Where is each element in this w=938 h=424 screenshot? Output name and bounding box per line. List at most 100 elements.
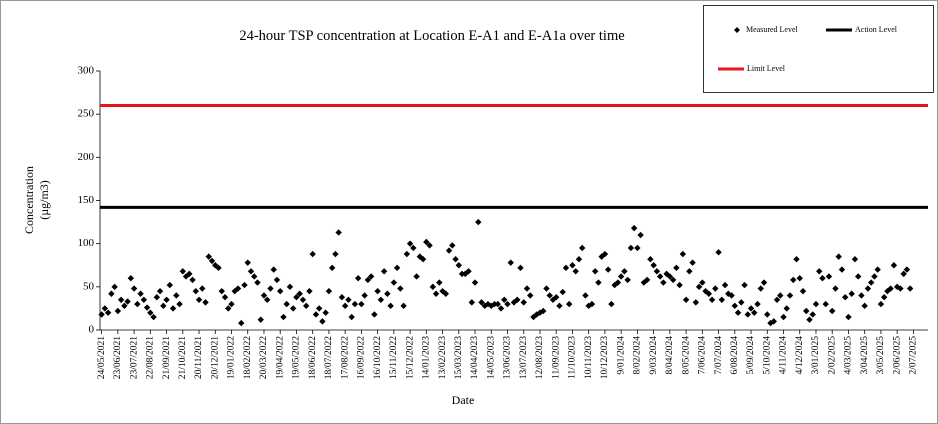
data-point [143, 304, 151, 311]
data-point [348, 313, 355, 321]
x-tick-label: 3/01/2025 [811, 336, 821, 375]
data-point [890, 262, 898, 269]
x-tick-label: 16/10/2022 [373, 336, 383, 380]
data-point [848, 290, 855, 297]
data-point [319, 318, 326, 325]
data-point [877, 300, 885, 308]
data-point [906, 285, 914, 292]
data-point [559, 288, 566, 296]
x-tick-label: 6/08/2024 [730, 336, 740, 375]
data-point [371, 311, 378, 318]
data-point [296, 290, 303, 297]
x-tick-label: 5/09/2024 [746, 336, 756, 375]
data-point [796, 275, 803, 282]
x-tick-label: 12/08/2023 [535, 336, 545, 380]
data-point [806, 316, 813, 323]
data-point [124, 298, 131, 305]
data-point [202, 299, 209, 306]
data-point [130, 285, 138, 292]
data-point [225, 305, 232, 312]
data-point [475, 218, 482, 226]
data-point [315, 305, 323, 312]
data-point [290, 305, 297, 312]
data-point [679, 250, 687, 258]
x-tick-label: 8/02/2024 [633, 336, 643, 375]
x-tick-label: 19/04/2022 [275, 336, 285, 380]
data-point [501, 296, 508, 303]
data-point [812, 300, 820, 308]
data-point [436, 279, 443, 286]
data-point [777, 292, 784, 299]
data-point [903, 266, 911, 273]
y-tick-label: 200 [78, 151, 95, 163]
data-point [186, 270, 193, 278]
x-tick-label: 13/06/2023 [503, 336, 513, 380]
data-point [234, 285, 242, 292]
data-point [458, 270, 466, 278]
x-tick-label: 21/10/2021 [178, 336, 188, 380]
data-point [699, 279, 706, 286]
x-tick-label: 4/03/2025 [844, 336, 854, 375]
data-point [530, 313, 537, 321]
x-tick-label: 18/07/2022 [324, 336, 334, 380]
data-point [624, 276, 631, 284]
data-point [783, 305, 790, 312]
x-tick-label: 14/01/2023 [422, 336, 432, 380]
data-point [306, 287, 313, 295]
data-point [676, 281, 683, 289]
data-point [637, 231, 644, 239]
data-point [449, 242, 456, 249]
data-point [764, 311, 771, 318]
data-point [218, 287, 225, 295]
x-tick-label: 9/01/2024 [616, 336, 626, 375]
y-tick-label: 50 [83, 280, 95, 292]
data-point [176, 300, 183, 308]
data-point [728, 292, 735, 299]
data-point [302, 302, 310, 310]
data-point [410, 244, 417, 252]
x-tick-label: 8/04/2024 [665, 336, 675, 375]
data-point [332, 250, 339, 258]
data-point [617, 273, 625, 280]
data-point [864, 285, 872, 292]
data-point [494, 300, 501, 308]
data-point [540, 307, 547, 315]
data-point [445, 247, 453, 254]
data-point [432, 290, 440, 297]
data-point [572, 268, 579, 275]
data-point [854, 273, 862, 280]
data-point [358, 300, 365, 308]
x-tick-label: 23/07/2021 [129, 336, 139, 380]
legend-label: Limit Level [747, 64, 786, 73]
data-point [861, 302, 868, 310]
data-point [601, 250, 609, 258]
data-point [160, 302, 167, 310]
y-tick-label: 250 [78, 108, 95, 120]
data-point [384, 290, 391, 297]
data-point [153, 293, 161, 301]
data-point [819, 275, 826, 282]
data-point [156, 287, 164, 295]
data-point [842, 293, 849, 301]
data-point [199, 285, 206, 292]
data-point [673, 264, 680, 272]
data-point [845, 313, 852, 321]
data-point [426, 242, 433, 249]
data-point [757, 285, 764, 292]
y-axis-label-line: (µg/m3) [37, 180, 51, 220]
data-point [465, 268, 472, 275]
x-tick-label: 22/08/2021 [146, 336, 156, 380]
x-tick-label: 23/06/2021 [113, 336, 123, 380]
data-point [504, 300, 511, 308]
data-point [595, 279, 602, 286]
data-point [429, 283, 437, 291]
x-tick-label: 24/05/2021 [97, 336, 107, 380]
x-tick-label: 3/05/2025 [876, 336, 886, 375]
data-point [169, 305, 177, 312]
data-point [221, 293, 229, 301]
x-tick-label: 19/01/2022 [227, 336, 237, 380]
data-point [816, 268, 823, 275]
data-point [195, 296, 203, 303]
data-point [874, 266, 881, 273]
data-point [770, 318, 777, 325]
